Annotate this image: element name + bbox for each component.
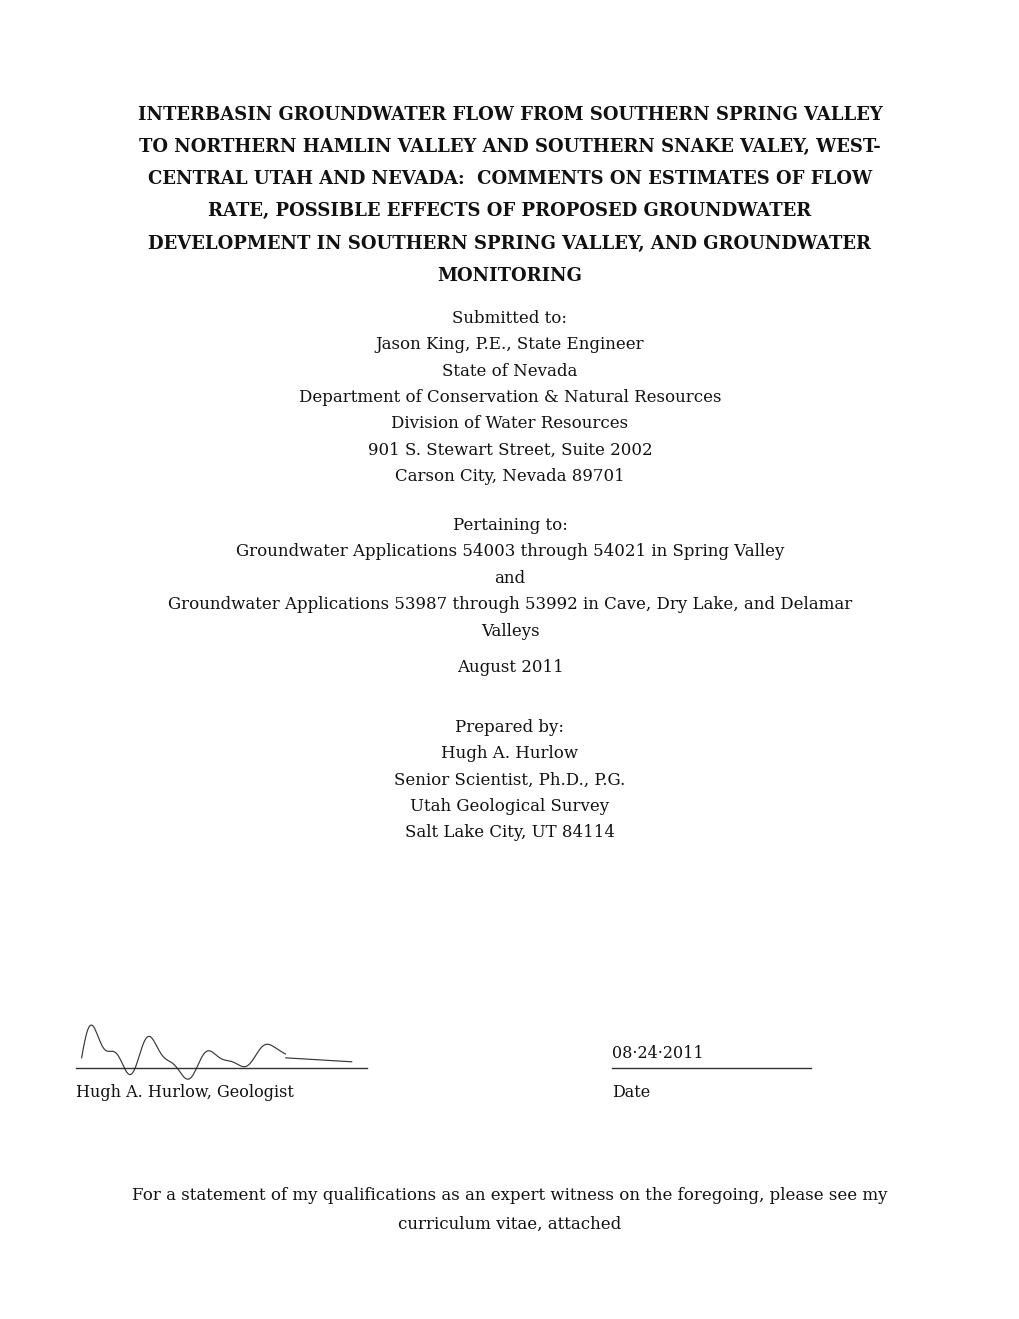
Text: Jason King, P.E., State Engineer: Jason King, P.E., State Engineer [375,336,644,353]
Text: Department of Conservation & Natural Resources: Department of Conservation & Natural Res… [299,389,720,406]
Text: August 2011: August 2011 [457,660,562,677]
Text: INTERBASIN GROUNDWATER FLOW FROM SOUTHERN SPRING VALLEY: INTERBASIN GROUNDWATER FLOW FROM SOUTHER… [138,106,881,124]
Text: and: and [494,570,525,587]
Text: Utah Geological Survey: Utah Geological Survey [410,798,609,815]
Text: State of Nevada: State of Nevada [442,363,577,380]
Text: Prepared by:: Prepared by: [455,719,564,736]
Text: Hugh A. Hurlow, Geologist: Hugh A. Hurlow, Geologist [76,1084,294,1101]
Text: Senior Scientist, Ph.D., P.G.: Senior Scientist, Ph.D., P.G. [394,772,625,789]
Text: MONITORING: MONITORING [437,266,582,285]
Text: Hugh A. Hurlow: Hugh A. Hurlow [441,745,578,762]
Text: curriculum vitae, attached: curriculum vitae, attached [398,1216,621,1233]
Text: RATE, POSSIBLE EFFECTS OF PROPOSED GROUNDWATER: RATE, POSSIBLE EFFECTS OF PROPOSED GROUN… [208,202,811,220]
Text: Carson City, Nevada 89701: Carson City, Nevada 89701 [394,468,625,485]
Text: Division of Water Resources: Division of Water Resources [391,415,628,433]
Text: Valleys: Valleys [480,623,539,640]
Text: Groundwater Applications 54003 through 54021 in Spring Valley: Groundwater Applications 54003 through 5… [235,543,784,561]
Text: DEVELOPMENT IN SOUTHERN SPRING VALLEY, AND GROUNDWATER: DEVELOPMENT IN SOUTHERN SPRING VALLEY, A… [149,235,870,253]
Text: CENTRAL UTAH AND NEVADA:  COMMENTS ON ESTIMATES OF FLOW: CENTRAL UTAH AND NEVADA: COMMENTS ON EST… [148,170,871,189]
Text: 901 S. Stewart Street, Suite 2002: 901 S. Stewart Street, Suite 2002 [367,442,652,459]
Text: Submitted to:: Submitted to: [452,310,567,327]
Text: 08·24·2011: 08·24·2011 [611,1045,703,1062]
Text: For a statement of my qualifications as an expert witness on the foregoing, plea: For a statement of my qualifications as … [132,1187,887,1204]
Text: Pertaining to:: Pertaining to: [452,517,567,534]
Text: TO NORTHERN HAMLIN VALLEY AND SOUTHERN SNAKE VALEY, WEST-: TO NORTHERN HAMLIN VALLEY AND SOUTHERN S… [139,137,880,156]
Text: Groundwater Applications 53987 through 53992 in Cave, Dry Lake, and Delamar: Groundwater Applications 53987 through 5… [168,596,851,613]
Text: Date: Date [611,1084,650,1101]
Text: Salt Lake City, UT 84114: Salt Lake City, UT 84114 [405,824,614,842]
